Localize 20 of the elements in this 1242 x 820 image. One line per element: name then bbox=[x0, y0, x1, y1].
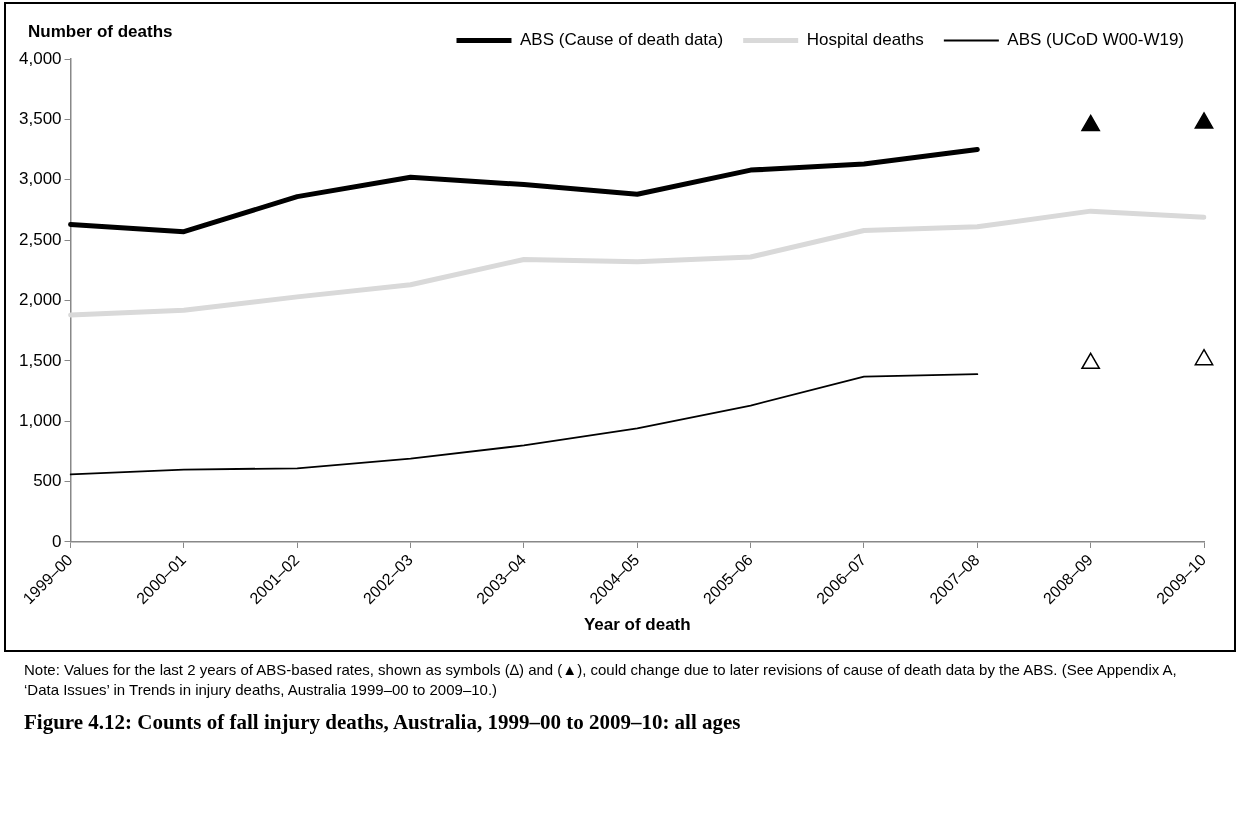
y-tick-label: 3,000 bbox=[18, 169, 62, 189]
y-tick-label: 500 bbox=[33, 471, 62, 491]
text: Figure 4.12: Counts of fall injury deaths, Australia, 1999–00 to 2009–10: all ages bbox=[24, 710, 741, 735]
point bbox=[1194, 348, 1214, 366]
y-tick-label: 1,000 bbox=[18, 410, 62, 430]
y-tick-label: 2,000 bbox=[18, 290, 62, 310]
y-tick-label: 1,500 bbox=[18, 350, 62, 370]
y-tick-label: 4,000 bbox=[18, 48, 62, 68]
point bbox=[1081, 114, 1101, 132]
text: Note: Values for the last 2 years of ABS-based rates, shown as symbols (∆) and (▲), could change due to later revisions of cause of death data by the ABS. (See Appendix A, ‘Data Issues’ in Trends in injury deaths, Australia 1999–00 to 2009–10.) bbox=[24, 660, 1178, 700]
point bbox=[1081, 352, 1101, 370]
legend-label: ABS (Cause of death data) bbox=[520, 30, 724, 50]
y-tick-label: 2,500 bbox=[18, 229, 62, 249]
x-axis-title: Year of death bbox=[583, 615, 691, 635]
legend-label: ABS (UCoD W00-W19) bbox=[1007, 30, 1184, 50]
y-tick-label: 0 bbox=[52, 531, 62, 551]
point bbox=[1194, 112, 1214, 129]
y-axis-title: Number of deaths bbox=[28, 21, 173, 41]
legend-label: Hospital deaths bbox=[806, 30, 924, 50]
y-tick-label: 3,500 bbox=[18, 109, 62, 129]
